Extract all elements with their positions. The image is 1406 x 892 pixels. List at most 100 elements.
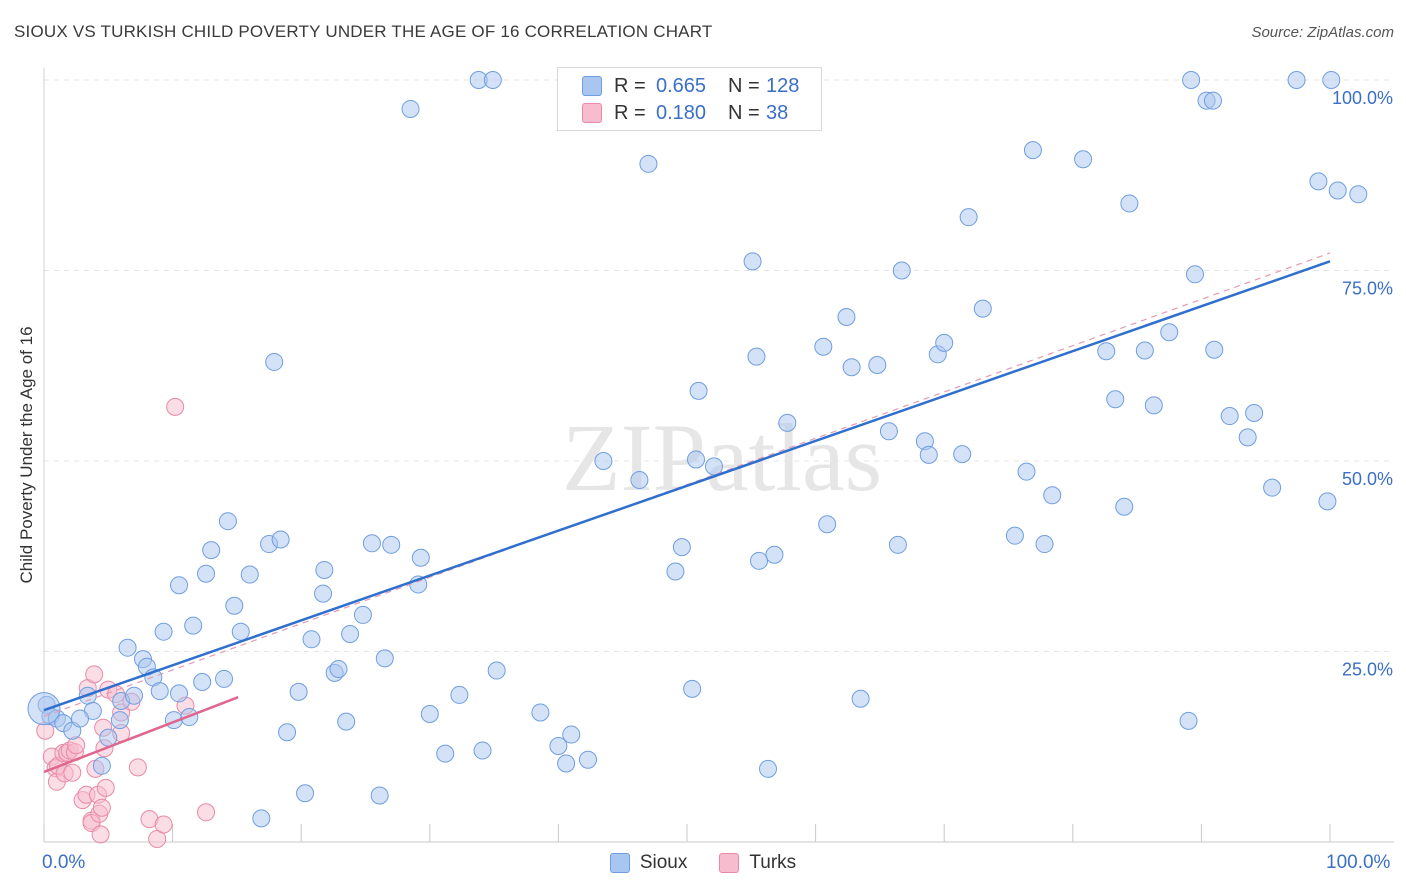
data-point xyxy=(27,692,61,726)
data-point xyxy=(92,756,111,775)
data-point xyxy=(128,758,147,777)
data-point xyxy=(170,576,189,595)
data-point xyxy=(687,450,706,469)
sioux-swatch xyxy=(582,76,602,96)
data-point xyxy=(1106,390,1125,409)
data-point xyxy=(1115,497,1134,516)
turks-swatch xyxy=(719,853,740,873)
data-point xyxy=(879,422,898,441)
data-point xyxy=(765,545,784,564)
data-point xyxy=(778,413,797,432)
data-point xyxy=(337,712,356,731)
data-point xyxy=(96,778,115,797)
data-point xyxy=(420,704,439,723)
data-point xyxy=(1322,71,1341,89)
x-tick-label-min: 0.0% xyxy=(42,852,86,873)
data-point xyxy=(265,352,284,371)
data-point xyxy=(411,548,430,567)
data-point xyxy=(578,750,597,769)
data-point xyxy=(892,261,911,280)
legend-label-sioux: Sioux xyxy=(639,852,688,873)
data-point xyxy=(184,616,203,635)
data-point xyxy=(231,622,250,641)
data-point xyxy=(1203,91,1222,110)
sioux-swatch xyxy=(609,853,630,873)
y-tick-labels: 25.0% 50.0% 75.0% 100.0% xyxy=(1332,88,1393,680)
data-point xyxy=(630,471,649,490)
stats-row-turks: R = 0.180 N = 38 xyxy=(582,100,788,126)
data-point xyxy=(953,445,972,464)
data-point xyxy=(888,535,907,554)
data-point xyxy=(193,672,212,691)
data-point xyxy=(639,154,658,173)
data-point xyxy=(110,711,129,730)
legend-item-turks: Turks xyxy=(719,852,796,874)
data-point xyxy=(743,252,762,271)
trend-lines xyxy=(43,252,1331,774)
data-point xyxy=(197,803,216,822)
data-point xyxy=(240,565,259,584)
data-point xyxy=(483,71,502,89)
grid-lines xyxy=(44,79,1394,652)
data-point xyxy=(851,689,870,708)
data-point xyxy=(1160,323,1179,342)
data-point xyxy=(689,381,708,400)
data-point xyxy=(341,624,360,643)
data-point xyxy=(747,347,766,366)
data-point xyxy=(71,709,90,728)
data-point xyxy=(1074,150,1093,169)
data-point xyxy=(487,661,506,680)
data-point xyxy=(1318,492,1337,511)
data-point xyxy=(382,535,401,554)
legend-item-sioux: Sioux xyxy=(609,852,688,874)
x-tick-label-max: 100.0% xyxy=(1326,852,1391,873)
series-legend: Sioux Turks xyxy=(0,852,1406,874)
data-point xyxy=(154,815,173,834)
data-point xyxy=(118,638,137,657)
data-point xyxy=(170,684,189,703)
data-point xyxy=(63,763,82,782)
data-point xyxy=(1043,486,1062,505)
data-point xyxy=(473,741,492,760)
data-point xyxy=(315,560,334,579)
data-point xyxy=(85,665,104,684)
data-point xyxy=(959,208,978,227)
r-label: R = xyxy=(614,101,646,124)
y-tick-label-50: 50.0% xyxy=(1342,469,1393,489)
n-label: N = xyxy=(728,74,760,97)
legend-label-turks: Turks xyxy=(749,852,797,873)
turks-trend-line xyxy=(43,696,239,774)
data-point xyxy=(1035,535,1054,554)
data-point xyxy=(1120,194,1139,213)
data-point xyxy=(225,596,244,615)
data-point xyxy=(562,725,581,744)
data-point xyxy=(166,397,185,416)
data-point xyxy=(375,649,394,668)
data-point xyxy=(814,337,833,356)
data-point xyxy=(759,759,778,778)
source-label: Source: ZipAtlas.com xyxy=(1251,24,1394,41)
data-point xyxy=(252,809,271,828)
data-point xyxy=(1135,341,1154,360)
data-point xyxy=(683,679,702,698)
sioux-points xyxy=(27,71,1368,828)
y-tick-label-75: 75.0% xyxy=(1342,279,1393,299)
y-tick-label-100: 100.0% xyxy=(1332,88,1393,108)
data-point xyxy=(1328,181,1347,200)
stats-legend: R = 0.665 N = 128 R = 0.180 N = 38 xyxy=(557,67,822,131)
n-label: N = xyxy=(728,101,760,124)
data-point xyxy=(271,530,290,549)
data-point xyxy=(370,786,389,805)
data-point xyxy=(1220,407,1239,426)
y-tick-label-25: 25.0% xyxy=(1342,660,1393,680)
data-point xyxy=(1238,428,1257,447)
data-point xyxy=(919,445,938,464)
data-point xyxy=(549,736,568,755)
data-point xyxy=(314,584,333,603)
data-point xyxy=(750,551,769,570)
data-point xyxy=(705,457,724,476)
turks-points xyxy=(36,397,216,848)
data-point xyxy=(594,452,613,470)
data-point xyxy=(197,564,216,583)
